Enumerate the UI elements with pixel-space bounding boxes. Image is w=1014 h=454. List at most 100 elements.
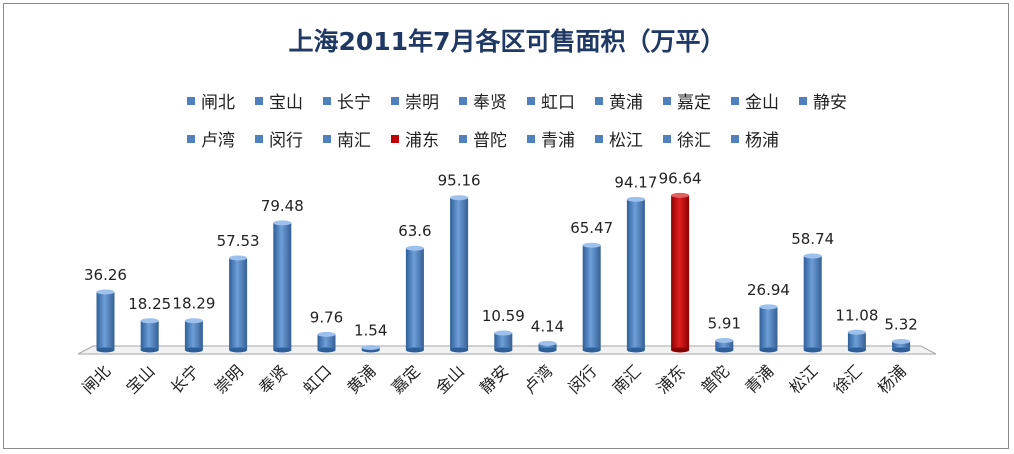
legend-item: 浦东 (391, 126, 439, 151)
data-label: 4.14 (531, 317, 564, 335)
category-tick-label: 南汇 (609, 361, 645, 397)
legend-swatch (255, 96, 263, 105)
legend-label: 普陀 (473, 131, 507, 151)
legend-item: 松江 (595, 126, 643, 151)
data-label: 65.47 (570, 219, 613, 237)
legend-label: 浦东 (405, 131, 439, 151)
legend-item: 奉贤 (459, 88, 507, 113)
bar (450, 195, 469, 353)
legend-label: 嘉定 (677, 93, 711, 113)
bar (892, 338, 911, 353)
data-label: 79.48 (261, 197, 304, 215)
legend-label: 松江 (609, 131, 643, 151)
bar (140, 318, 159, 353)
legend-label: 南汇 (337, 131, 371, 151)
bar (582, 242, 601, 353)
legend-item: 静安 (799, 88, 847, 113)
data-label: 11.08 (835, 306, 878, 324)
legend-swatch (323, 134, 331, 143)
legend-swatch (595, 134, 603, 143)
category-tick-label: 浦东 (653, 361, 689, 397)
category-tick-label: 普陀 (697, 361, 733, 397)
data-label: 96.64 (659, 169, 702, 187)
data-label: 5.91 (708, 315, 741, 333)
category-tick-label: 宝山 (122, 361, 158, 397)
bar (96, 289, 115, 353)
legend-label: 奉贤 (473, 93, 507, 113)
legend-swatch (459, 96, 467, 105)
legend-label: 闵行 (269, 131, 303, 151)
legend-label: 金山 (745, 93, 779, 113)
legend-item: 闵行 (255, 126, 303, 151)
legend-label: 宝山 (269, 93, 303, 113)
data-label: 10.59 (482, 307, 525, 325)
bar (626, 196, 645, 353)
bar (538, 340, 557, 353)
category-tick-label: 青浦 (741, 361, 777, 397)
data-label: 58.74 (791, 230, 834, 248)
legend-swatch (663, 134, 671, 143)
legend-item: 崇明 (391, 88, 439, 113)
category-tick-label: 崇明 (211, 361, 247, 397)
category-tick-label: 卢湾 (520, 361, 556, 397)
category-tick-label: 徐汇 (830, 361, 866, 397)
legend-swatch (731, 96, 739, 105)
legend-item: 普陀 (459, 126, 507, 151)
legend-item: 虹口 (527, 88, 575, 113)
bar (715, 338, 734, 353)
category-tick-label: 虹口 (299, 361, 335, 397)
category-tick-label: 金山 (432, 361, 468, 397)
legend-label: 徐汇 (677, 131, 711, 151)
legend-swatch (391, 96, 399, 105)
legend-item: 嘉定 (663, 88, 711, 113)
data-label: 57.53 (217, 232, 260, 250)
category-tick-label: 奉贤 (255, 361, 291, 397)
bar (847, 329, 866, 353)
legend-swatch (391, 134, 399, 143)
legend-item: 卢湾 (187, 126, 235, 151)
category-tick-label: 杨浦 (874, 361, 910, 397)
bar (759, 304, 778, 353)
category-tick-label: 长宁 (167, 361, 203, 397)
legend-swatch (255, 134, 263, 143)
category-tick-label: 嘉定 (388, 361, 424, 397)
bar (405, 245, 424, 353)
bar (273, 220, 292, 353)
category-tick-label: 黄浦 (343, 361, 379, 397)
data-label: 18.29 (172, 295, 215, 313)
legend-item: 徐汇 (663, 126, 711, 151)
legend-label: 黄浦 (609, 93, 643, 113)
bar (184, 318, 203, 353)
data-label: 26.94 (747, 281, 790, 299)
legend-label: 静安 (813, 93, 847, 113)
legend-swatch (527, 134, 535, 143)
legend-item: 黄浦 (595, 88, 643, 113)
legend-swatch (731, 134, 739, 143)
bar (361, 345, 380, 353)
legend-label: 青浦 (541, 131, 575, 151)
data-label: 5.32 (884, 315, 917, 333)
legend-swatch (527, 96, 535, 105)
bar (671, 192, 690, 353)
bar (229, 255, 248, 353)
legend-swatch (663, 96, 671, 105)
chart-frame (3, 3, 1009, 449)
bar (494, 330, 513, 353)
data-label: 18.25 (128, 295, 171, 313)
legend-item: 南汇 (323, 126, 371, 151)
legend-label: 杨浦 (745, 131, 779, 151)
bar (803, 253, 822, 353)
category-tick-label: 静安 (476, 361, 512, 397)
legend-row: 卢湾 闵行 南汇 浦东 普陀 青浦 松江 徐汇 杨浦 (187, 126, 867, 164)
legend-item: 宝山 (255, 88, 303, 113)
data-label: 1.54 (354, 322, 387, 340)
legend-swatch (595, 96, 603, 105)
legend-label: 闸北 (201, 93, 235, 113)
legend-label: 长宁 (337, 93, 371, 113)
legend-swatch (187, 96, 195, 105)
category-tick-label: 闸北 (78, 361, 114, 397)
legend-item: 闸北 (187, 88, 235, 113)
legend-item: 长宁 (323, 88, 371, 113)
legend-swatch (187, 134, 195, 143)
legend-label: 卢湾 (201, 131, 235, 151)
